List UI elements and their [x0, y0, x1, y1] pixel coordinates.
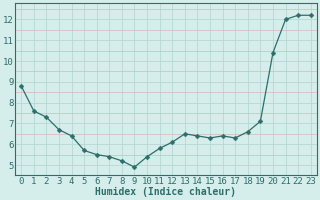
X-axis label: Humidex (Indice chaleur): Humidex (Indice chaleur) — [95, 187, 236, 197]
